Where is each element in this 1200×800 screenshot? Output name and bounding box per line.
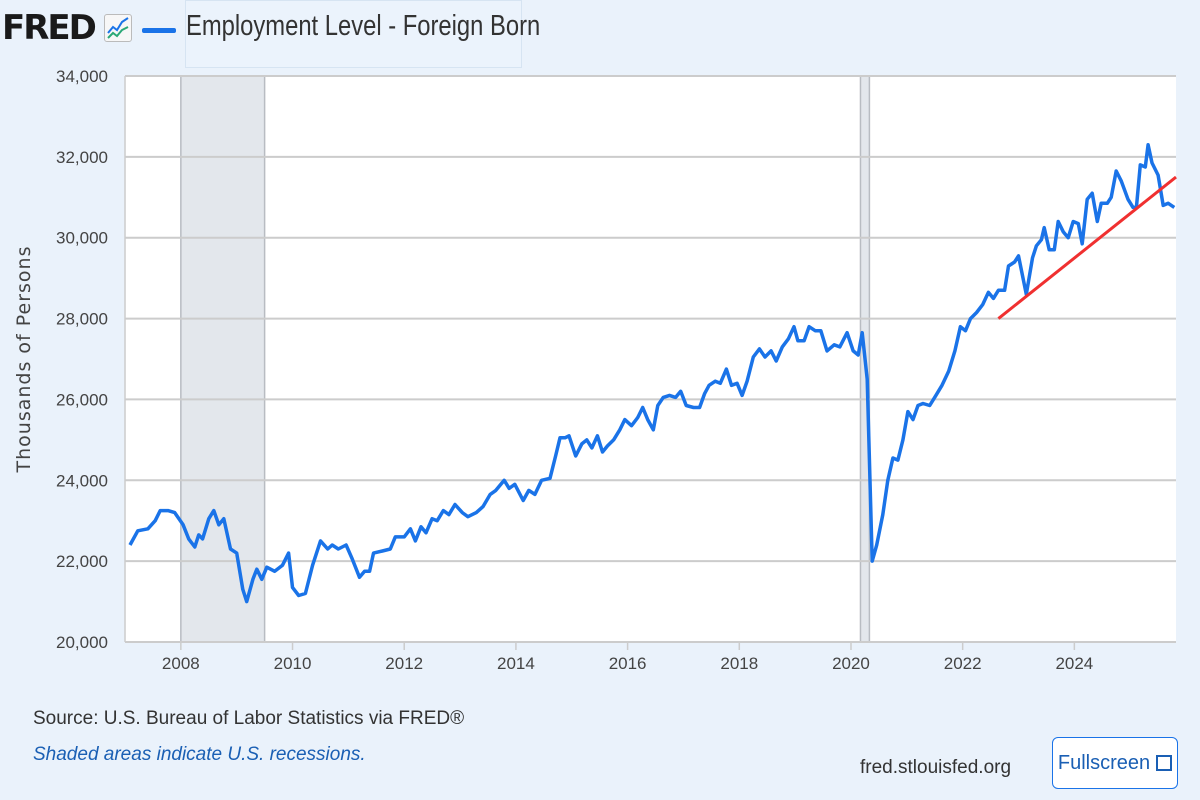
x-tick-label: 2012	[385, 654, 423, 673]
y-tick-label: 26,000	[56, 390, 108, 409]
y-tick-label: 30,000	[56, 229, 108, 248]
plot-area	[125, 76, 1176, 642]
trend-line	[997, 175, 1177, 320]
y-tick-label: 24,000	[56, 471, 108, 490]
x-tick-label: 2016	[609, 654, 647, 673]
source-text: Source: U.S. Bureau of Labor Statistics …	[33, 708, 465, 729]
recession-note: Shaded areas indicate U.S. recessions.	[33, 744, 366, 765]
fullscreen-button[interactable]: Fullscreen	[1052, 737, 1178, 789]
fred-logo[interactable]: FRED	[2, 8, 97, 48]
x-tick-label: 2020	[832, 654, 870, 673]
title-box	[185, 0, 522, 68]
y-axis-title: Thousands of Persons	[13, 246, 35, 474]
x-tick-label: 2010	[274, 654, 312, 673]
y-tick-label: 20,000	[56, 633, 108, 652]
legend-series-swatch	[142, 28, 176, 33]
x-tick-label: 2024	[1055, 654, 1093, 673]
y-tick-label: 32,000	[56, 148, 108, 167]
y-tick-label: 34,000	[56, 67, 108, 86]
y-tick-label: 28,000	[56, 310, 108, 329]
series-title[interactable]: Employment Level - Foreign Born	[186, 10, 541, 42]
x-tick-label: 2014	[497, 654, 535, 673]
fullscreen-icon	[1156, 755, 1173, 771]
recession-shade	[180, 75, 266, 643]
x-tick-label: 2008	[162, 654, 200, 673]
y-tick-label: 22,000	[56, 552, 108, 571]
site-link[interactable]: fred.stlouisfed.org	[860, 757, 1012, 778]
chart-line-icon	[104, 14, 132, 42]
x-tick-label: 2022	[944, 654, 982, 673]
x-tick-label: 2018	[720, 654, 758, 673]
series-line	[128, 142, 1176, 604]
fullscreen-label: Fullscreen	[1057, 751, 1151, 774]
